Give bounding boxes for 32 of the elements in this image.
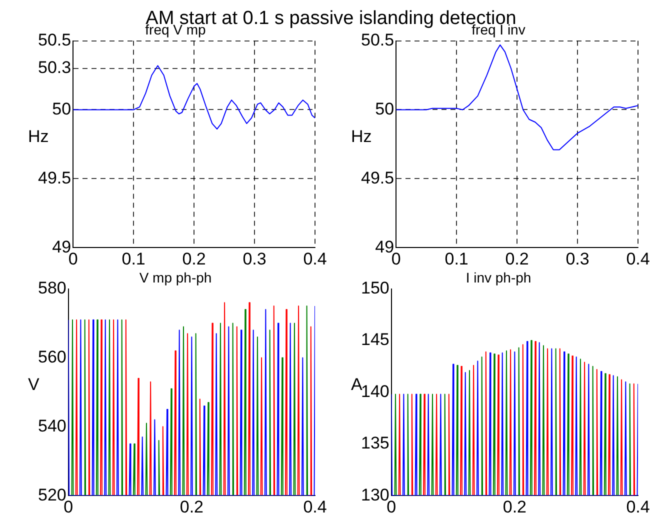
y-tick-label: 50.5 (38, 30, 72, 50)
x-tick-label: 0.4 (626, 249, 650, 268)
x-tick-label: 0.4 (626, 497, 650, 516)
x-tick-label: 0.4 (303, 249, 327, 268)
x-tick-label: 0.1 (122, 249, 146, 268)
y-tick-label: 145 (360, 330, 390, 350)
y-tick-label: 150 (360, 278, 390, 298)
y-tick-label: 560 (38, 347, 66, 366)
y-axis-title: V (28, 375, 40, 395)
y-tick-label: 140 (360, 382, 390, 401)
y-tick-label: 50.5 (360, 30, 394, 50)
x-tick-label: 0.3 (242, 249, 266, 268)
x-tick-label: 0.4 (303, 497, 327, 516)
y-tick-label: 49.5 (38, 168, 72, 188)
y-tick-label: 50 (375, 99, 394, 118)
x-tick-label: 0.1 (444, 249, 468, 268)
y-tick-label: 49.5 (360, 168, 394, 188)
x-tick-label: 0.2 (180, 497, 204, 516)
y-tick-label: 50 (52, 99, 72, 118)
x-tick-label: 0.3 (566, 249, 590, 268)
y-axis-title: A (351, 375, 362, 394)
chart-title: I inv ph-ph (466, 269, 532, 286)
x-tick-label: 0.2 (182, 249, 206, 268)
chart-title: V mp ph-ph (139, 269, 212, 286)
y-tick-label: 540 (38, 416, 66, 436)
y-axis-title: Hz (28, 127, 49, 147)
y-tick-label: 580 (38, 278, 66, 298)
y-tick-label: 50.3 (38, 58, 72, 78)
y-tick-label: 135 (360, 434, 390, 453)
x-tick-label: 0.2 (505, 249, 529, 268)
y-axis-title: Hz (351, 127, 372, 147)
x-tick-label: 0.2 (502, 497, 526, 516)
